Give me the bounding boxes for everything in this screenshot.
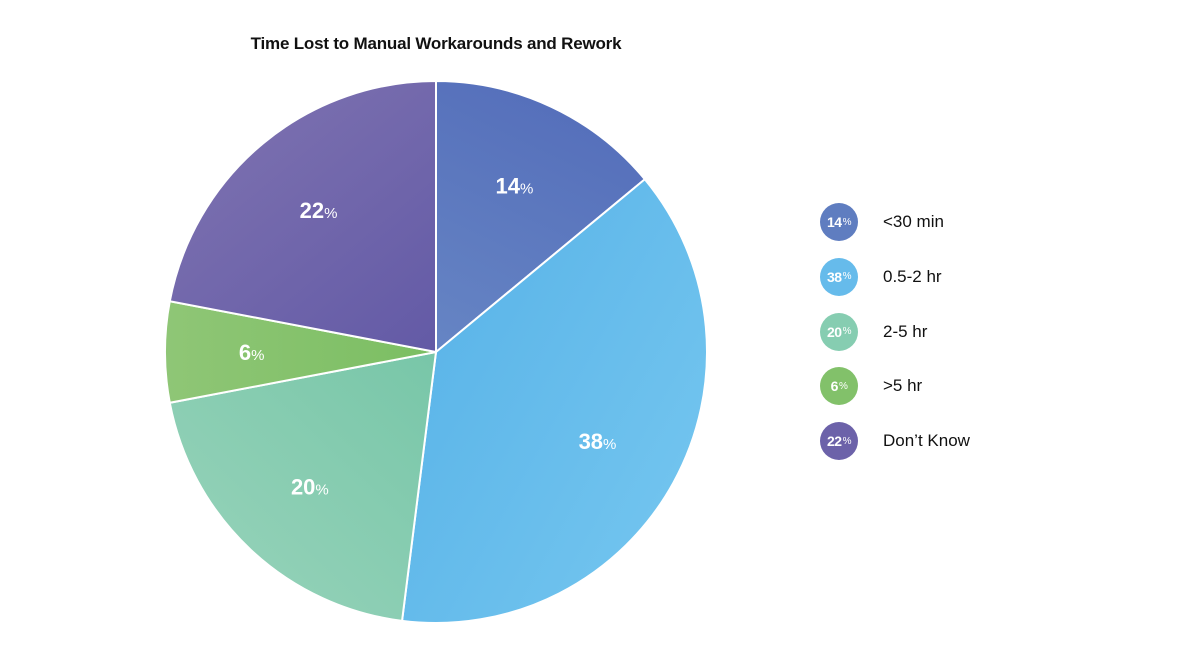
legend-item: 38% 0.5-2 hr	[820, 257, 970, 296]
legend-item: 14% <30 min	[820, 203, 970, 241]
legend-swatch: 14%	[820, 203, 858, 241]
legend-label: >5 hr	[883, 376, 923, 396]
pie-slice	[168, 350, 438, 622]
legend-label: 0.5-2 hr	[883, 266, 942, 286]
legend-swatch: 38%	[820, 257, 858, 296]
legend-item: 22% Don’t Know	[820, 422, 970, 461]
legend-label: <30 min	[883, 212, 944, 231]
legend-item: 20% 2-5 hr	[820, 312, 970, 351]
slice-label: 38%	[579, 429, 617, 454]
slice-label: 14%	[496, 173, 534, 198]
legend-label: Don’t Know	[883, 431, 970, 451]
pie-slice	[400, 177, 708, 624]
pie-slice	[435, 79, 647, 355]
pie-slice	[168, 79, 437, 354]
legend: 14% <30 min 38% 0.5-2 hr 20% 2-5 hr 6% >…	[820, 203, 970, 477]
legend-item: 6% >5 hr	[820, 367, 970, 406]
legend-swatch: 22%	[820, 422, 858, 461]
chart-title: Time Lost to Manual Workarounds and Rewo…	[250, 34, 622, 53]
slice-label: 20%	[291, 474, 329, 499]
legend-swatch: 6%	[820, 367, 858, 406]
legend-label: 2-5 hr	[883, 321, 928, 341]
slice-label: 6%	[239, 340, 265, 365]
legend-swatch: 20%	[820, 312, 858, 351]
slice-label: 22%	[300, 198, 338, 223]
